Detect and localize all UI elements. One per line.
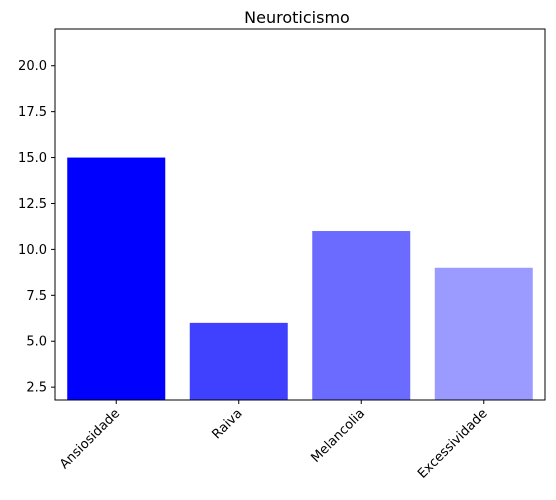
bar-ansiosidade [67,157,166,400]
x-tick-label: Raiva [210,406,246,442]
chart-title: Neuroticismo [244,8,350,27]
y-tick-label: 17.5 [18,105,47,120]
y-axis: 2.5 5.0 7.5 10.0 12.5 15.0 17.5 20.0 [18,59,55,396]
x-axis: Ansiosidade Raiva Melancolia Excessividade [57,400,491,482]
x-tick-label: Excessividade [415,406,490,481]
y-tick-label: 5.0 [26,335,47,350]
y-tick-label: 20.0 [18,59,47,74]
bar-raiva [189,322,288,400]
y-tick-label: 7.5 [26,289,47,304]
x-tick-label: Ansiosidade [57,406,123,472]
plot-frame [54,28,546,401]
y-tick-label: 15.0 [18,151,47,166]
y-tick-label: 12.5 [18,197,47,212]
y-tick-label: 10.0 [18,243,47,258]
x-tick-label: Melancolia [308,406,368,466]
bar-melancolia [312,231,411,400]
bar-excessividade [434,267,533,400]
bars-group [67,157,533,400]
y-tick-label: 2.5 [26,381,47,396]
